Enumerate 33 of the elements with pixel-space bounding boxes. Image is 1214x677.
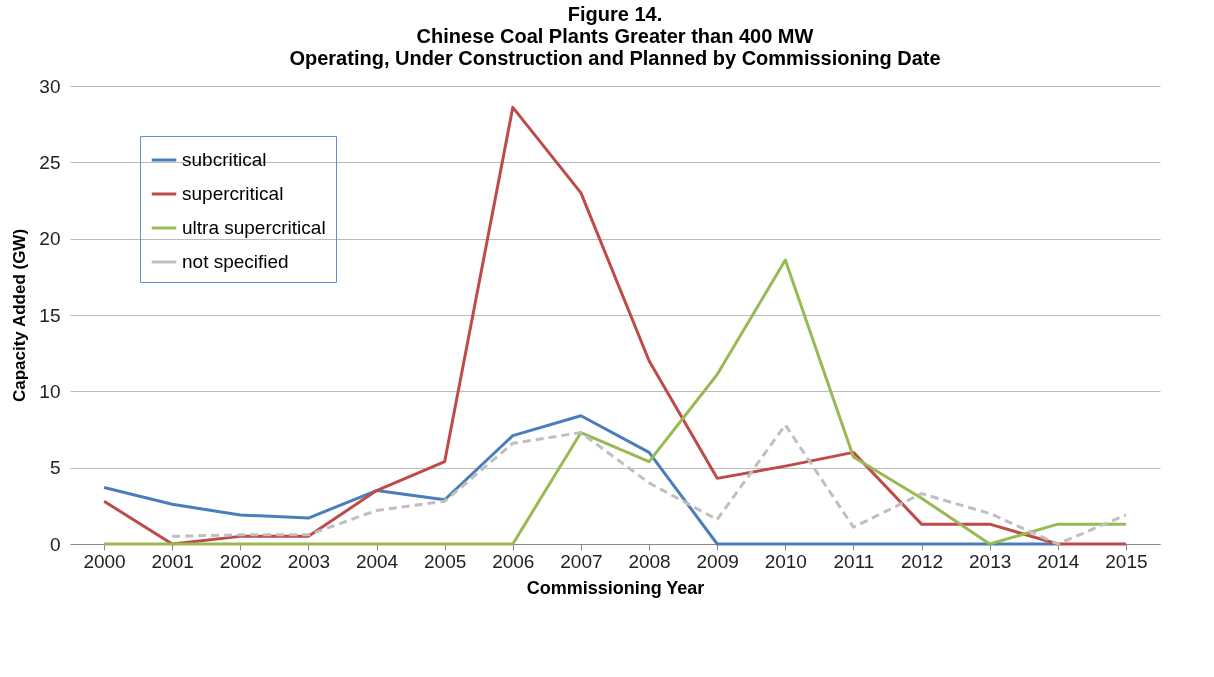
x-tick-label: 2008 xyxy=(628,550,671,572)
x-tick-label: 2000 xyxy=(83,550,126,572)
y-tick-label: 0 xyxy=(49,533,61,555)
x-tick-label: 2011 xyxy=(833,550,875,572)
x-tick-label: 2014 xyxy=(1037,550,1080,572)
x-tick-label: 2001 xyxy=(151,550,194,572)
y-tick-label: 10 xyxy=(39,380,61,402)
x-tick-label: 2004 xyxy=(355,550,399,572)
legend-label: not specified xyxy=(182,251,289,272)
y-tick-label: 25 xyxy=(39,151,61,173)
x-tick-label: 2010 xyxy=(764,550,807,572)
legend-label: supercritical xyxy=(182,183,284,204)
chart-title: Figure 14. xyxy=(567,3,663,25)
legend-label: subcritical xyxy=(182,149,267,170)
y-axis-title: Capacity Added (GW) xyxy=(10,228,30,403)
x-tick-label: 2002 xyxy=(219,550,262,572)
x-axis-title: Commissioning Year xyxy=(526,577,705,598)
x-tick-label: 2015 xyxy=(1105,550,1148,572)
x-tick-label: 2007 xyxy=(560,550,603,572)
y-tick-label: 20 xyxy=(39,228,61,250)
legend-label: ultra supercritical xyxy=(182,217,326,238)
x-tick-label: 2009 xyxy=(696,550,739,572)
x-tick-label: 2012 xyxy=(900,550,944,572)
y-tick-label: 15 xyxy=(39,304,61,326)
chart-subtitle: Chinese Coal Plants Greater than 400 MW Operating, Under Construction and Planned by Commissioning Date xyxy=(289,25,941,69)
y-tick-label: 30 xyxy=(39,75,61,97)
x-tick-label: 2006 xyxy=(492,550,535,572)
x-tick-label: 2013 xyxy=(969,550,1012,572)
line-series xyxy=(102,414,1060,546)
x-tick-label: 2003 xyxy=(287,550,331,572)
y-tick-label: 5 xyxy=(49,457,61,479)
x-tick-label: 2005 xyxy=(424,550,467,572)
line-series xyxy=(102,105,1128,546)
